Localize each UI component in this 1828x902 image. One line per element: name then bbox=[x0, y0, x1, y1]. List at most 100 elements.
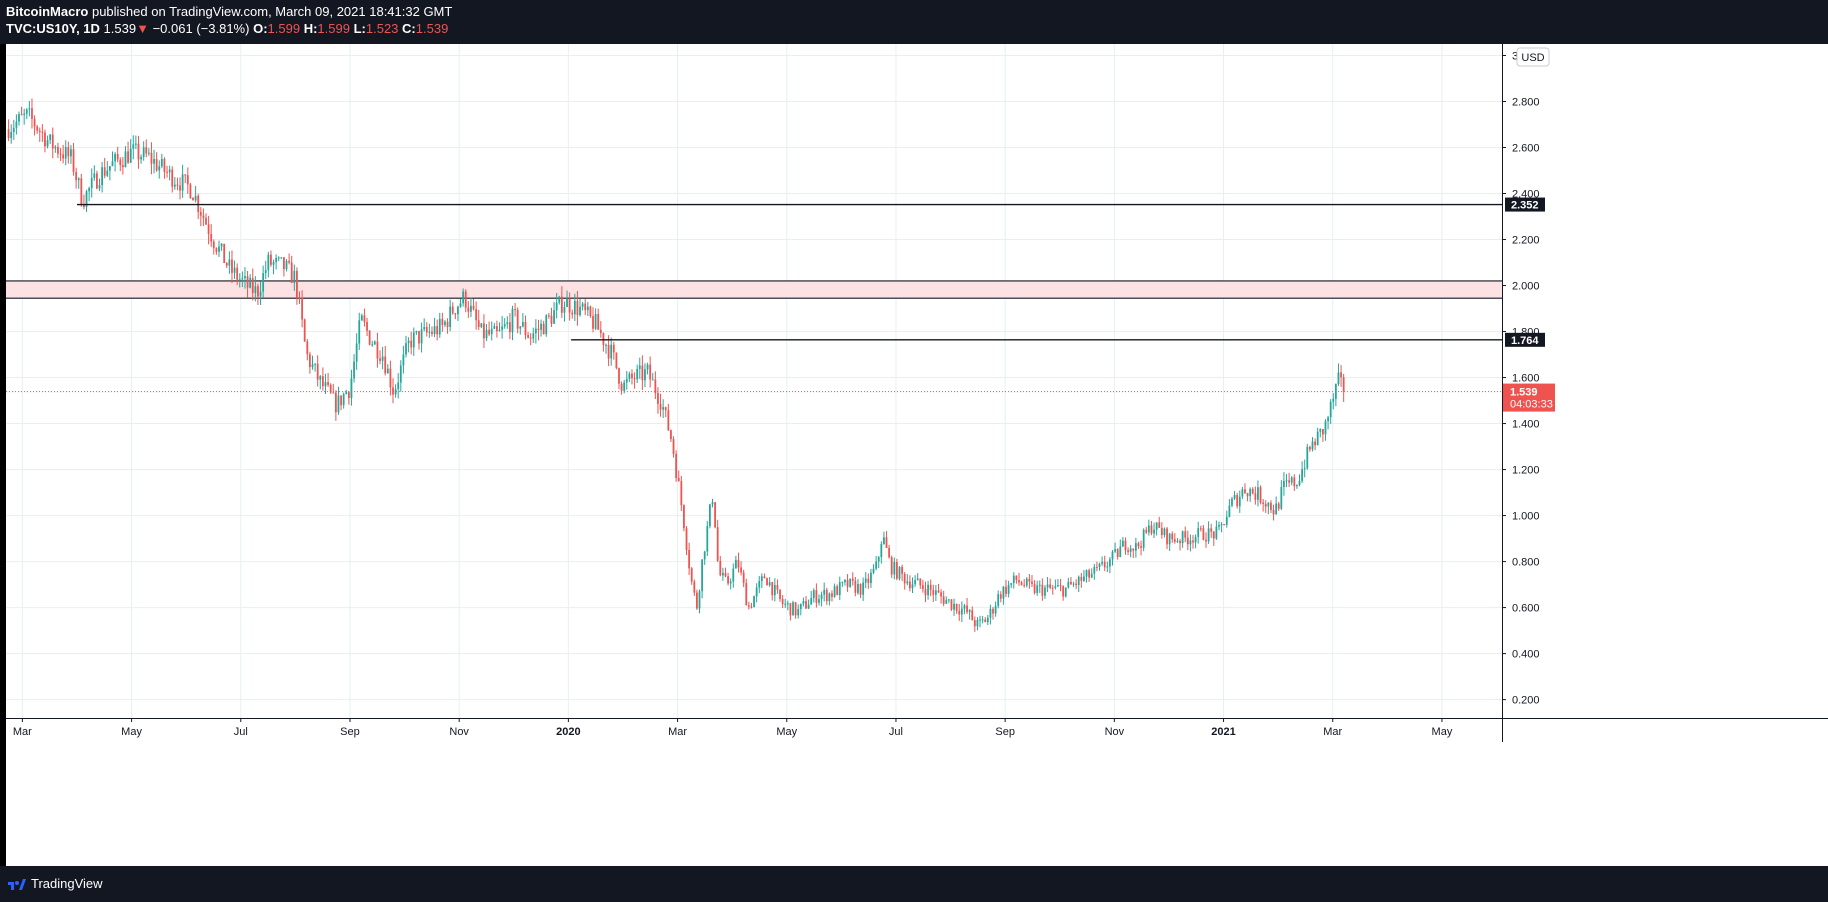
candle-body bbox=[576, 300, 579, 316]
candle-body bbox=[179, 185, 181, 191]
candlestick-chart[interactable]: 0.200 0.400 0.600 0.800 1.000 1.200 1.400 1.600… bbox=[6, 44, 1828, 866]
candle-body bbox=[732, 568, 735, 582]
candle-body bbox=[438, 318, 441, 335]
candle-body bbox=[506, 322, 509, 325]
candle-body bbox=[766, 578, 768, 586]
candle-body bbox=[215, 248, 218, 252]
candle bbox=[436, 319, 439, 341]
candle-body bbox=[249, 277, 252, 288]
candle bbox=[1218, 521, 1220, 531]
candle bbox=[241, 271, 244, 288]
candle-body bbox=[1202, 528, 1205, 540]
candle bbox=[1327, 415, 1329, 430]
candle bbox=[477, 309, 480, 331]
candle-body bbox=[550, 315, 553, 324]
candle bbox=[415, 330, 418, 335]
candle-body bbox=[1049, 584, 1052, 588]
candle-body bbox=[23, 113, 26, 115]
candle-body bbox=[989, 608, 992, 618]
candle-body bbox=[1160, 527, 1163, 536]
candle-body bbox=[802, 600, 805, 604]
candle-body bbox=[792, 602, 794, 616]
candle-body bbox=[508, 322, 511, 333]
candle-body bbox=[773, 584, 776, 596]
candle-body bbox=[831, 593, 833, 597]
candle-body bbox=[597, 314, 600, 330]
candle-body bbox=[592, 316, 594, 329]
chart-area[interactable]: 0.200 0.400 0.600 0.800 1.000 1.200 1.400 1.600… bbox=[6, 44, 1828, 866]
candle-body bbox=[1210, 528, 1213, 532]
candle bbox=[763, 573, 766, 579]
candle-body bbox=[70, 149, 72, 157]
candle bbox=[480, 322, 483, 329]
candle-body bbox=[1181, 531, 1184, 544]
candle bbox=[1254, 486, 1257, 505]
candle-body bbox=[303, 319, 306, 342]
candle bbox=[1121, 536, 1124, 547]
x-tick-label: Mar bbox=[13, 726, 32, 738]
candle-body bbox=[236, 267, 239, 280]
candle bbox=[384, 345, 387, 376]
candle-body bbox=[789, 603, 792, 616]
candle-body bbox=[114, 154, 116, 162]
candle bbox=[1337, 363, 1340, 386]
candle-body bbox=[688, 549, 691, 569]
candle bbox=[696, 589, 698, 610]
candle bbox=[77, 177, 80, 189]
candle bbox=[449, 299, 452, 332]
candle bbox=[958, 604, 961, 621]
candle-body bbox=[547, 315, 550, 317]
candle bbox=[319, 375, 322, 390]
candle bbox=[420, 322, 423, 353]
currency-badge-box bbox=[1516, 47, 1550, 67]
candle-body bbox=[121, 165, 124, 168]
candle-body bbox=[631, 373, 633, 379]
candle bbox=[1080, 573, 1083, 588]
candle bbox=[72, 143, 75, 176]
candle bbox=[1147, 519, 1150, 536]
candle-body bbox=[316, 363, 319, 380]
candle bbox=[862, 577, 865, 601]
candle-body bbox=[379, 358, 381, 361]
candle bbox=[592, 307, 594, 333]
candle bbox=[836, 584, 839, 596]
candle-body bbox=[511, 309, 514, 333]
candle bbox=[776, 579, 779, 594]
candle-body bbox=[654, 379, 657, 394]
candle bbox=[308, 351, 311, 374]
candle-body bbox=[127, 151, 129, 163]
candle bbox=[93, 165, 96, 181]
candle bbox=[1072, 581, 1075, 587]
candle bbox=[205, 213, 207, 226]
candle bbox=[184, 174, 187, 184]
candle bbox=[124, 146, 127, 168]
candle bbox=[968, 609, 971, 620]
candle-body bbox=[1010, 583, 1013, 585]
candle bbox=[1223, 523, 1226, 526]
candle bbox=[423, 318, 426, 332]
candle-body bbox=[1228, 505, 1231, 517]
candle-body bbox=[908, 581, 911, 589]
candle-body bbox=[659, 403, 662, 410]
x-tick-label: Nov bbox=[1105, 726, 1125, 738]
candle bbox=[885, 531, 888, 548]
candle bbox=[1275, 496, 1278, 515]
candle bbox=[301, 290, 304, 328]
y-tick-label: 0.200 bbox=[1512, 695, 1540, 707]
candle bbox=[363, 308, 366, 327]
candle bbox=[194, 185, 197, 203]
candle bbox=[550, 307, 553, 328]
x-tick-label: Nov bbox=[449, 726, 469, 738]
candle bbox=[1296, 484, 1298, 489]
tradingview-brand[interactable]: TradingView bbox=[8, 876, 103, 891]
candle bbox=[1176, 537, 1179, 543]
candle-body bbox=[1205, 539, 1207, 542]
candle-body bbox=[638, 365, 641, 369]
candle-body bbox=[1233, 494, 1236, 499]
candle-body bbox=[950, 599, 953, 610]
y-tick-label: 1.600 bbox=[1512, 373, 1540, 385]
candle bbox=[854, 576, 857, 597]
candle bbox=[841, 581, 844, 587]
publisher-name[interactable]: BitcoinMacro bbox=[6, 4, 89, 19]
candle-body bbox=[1041, 584, 1044, 596]
